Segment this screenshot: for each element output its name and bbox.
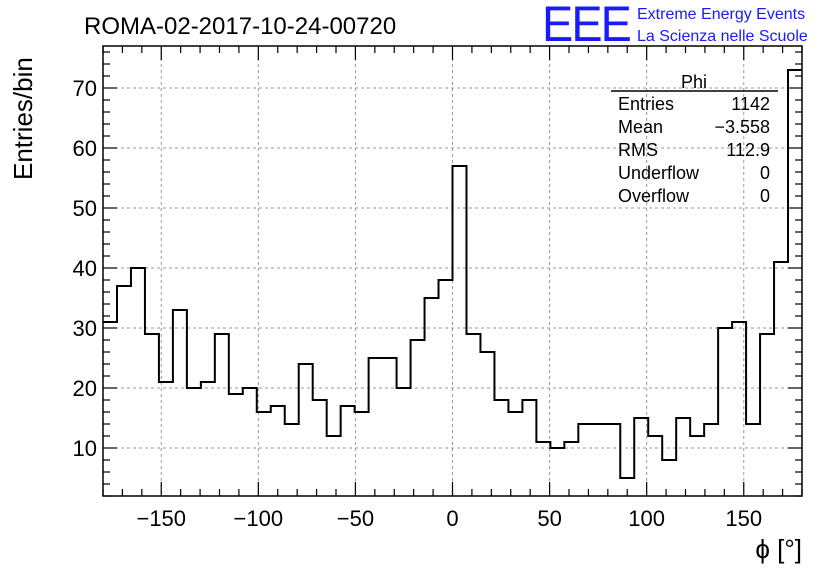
histogram-bin [229,394,243,496]
y-tick-label: 30 [73,316,97,341]
histogram-bin [425,298,439,496]
histogram-bin [606,424,620,496]
histogram-bin [453,166,467,496]
histogram-bin [760,334,774,496]
axis-ticks [102,46,803,497]
chart-title: ROMA-02-2017-10-24-00720 [84,13,396,40]
logo-mark: EEE [542,0,631,52]
stats-rows: Entries 1142 Mean −3.558 RMS 112.9 Underflow 0 O… [618,94,770,206]
stats-value: 0 [760,186,770,206]
histogram-outline [103,69,802,479]
logo-line-1: Extreme Energy Events [637,6,805,23]
histogram-bin [550,448,564,496]
histogram-bin [788,70,802,496]
histogram-bin [774,262,788,496]
stats-label: Entries [618,94,674,114]
histogram-bin [592,424,606,496]
histogram-bin [355,412,369,496]
histogram-bin [466,334,480,496]
grid [103,46,802,496]
histogram-bin [299,364,313,496]
histogram-bin [117,286,131,496]
histogram-bin [131,268,145,496]
histogram-bin [103,322,117,496]
histogram-bin [690,436,704,496]
histogram-bin [145,334,159,496]
stats-value: 1142 [731,94,770,114]
x-tick-label: −100 [234,506,284,531]
histogram-bin [327,436,341,496]
histogram-bin [243,388,257,496]
histogram-bin [215,334,229,496]
stats-value: 112.9 [726,140,770,160]
x-tick-label: 50 [537,506,561,531]
histogram-bin [564,442,578,496]
histogram-bin [480,352,494,496]
stats-name: Phi [681,72,707,92]
x-axis-title: ϕ [°] [755,534,802,564]
y-axis-title: Entries/bin [8,57,38,180]
histogram-bin [411,340,425,496]
histogram-bin [383,358,397,496]
histogram-bin [341,406,355,496]
stats-label: RMS [618,140,658,160]
x-tick-label: 100 [628,506,665,531]
histogram-bin [746,424,760,496]
stats-value: −3.558 [714,117,770,137]
histogram [103,69,802,496]
y-tick-label: 40 [73,256,97,281]
histogram-bin [508,412,522,496]
histogram-bin [536,442,550,496]
eee-logo: EEE Extreme Energy Events La Scienza nel… [542,0,808,52]
x-tick-label: 0 [446,506,458,531]
histogram-bin [676,418,690,496]
histogram-bin [648,436,662,496]
histogram-bin [662,460,676,496]
histogram-bin [285,424,299,496]
stats-label: Mean [618,117,663,137]
histogram-bin [201,382,215,496]
histogram-bin [718,328,732,496]
logo-line-2: La Scienza nelle Scuole [637,28,808,45]
x-tick-label: −150 [136,506,186,531]
x-tick-labels: −150 −100 −50 0 50 100 150 [136,506,762,531]
histogram-bin [173,310,187,496]
histogram-bin [578,424,592,496]
histogram-bin [271,406,285,496]
histogram-bin [187,388,201,496]
stats-box: Phi Entries 1142 Mean −3.558 RMS 112.9 Underfl… [611,72,778,206]
y-tick-label: 20 [73,376,97,401]
y-tick-label: 60 [73,136,97,161]
histogram-bin [397,388,411,496]
stats-value: 0 [760,163,770,183]
histogram-bin [704,424,718,496]
y-tick-labels: 10 20 30 40 50 60 70 [73,76,97,461]
stats-label: Underflow [618,163,700,183]
y-tick-label: 70 [73,76,97,101]
x-tick-label: −50 [337,506,374,531]
x-tick-label: 150 [725,506,762,531]
y-tick-label: 50 [73,196,97,221]
y-tick-label: 10 [73,436,97,461]
histogram-bin [369,358,383,496]
stats-label: Overflow [618,186,690,206]
